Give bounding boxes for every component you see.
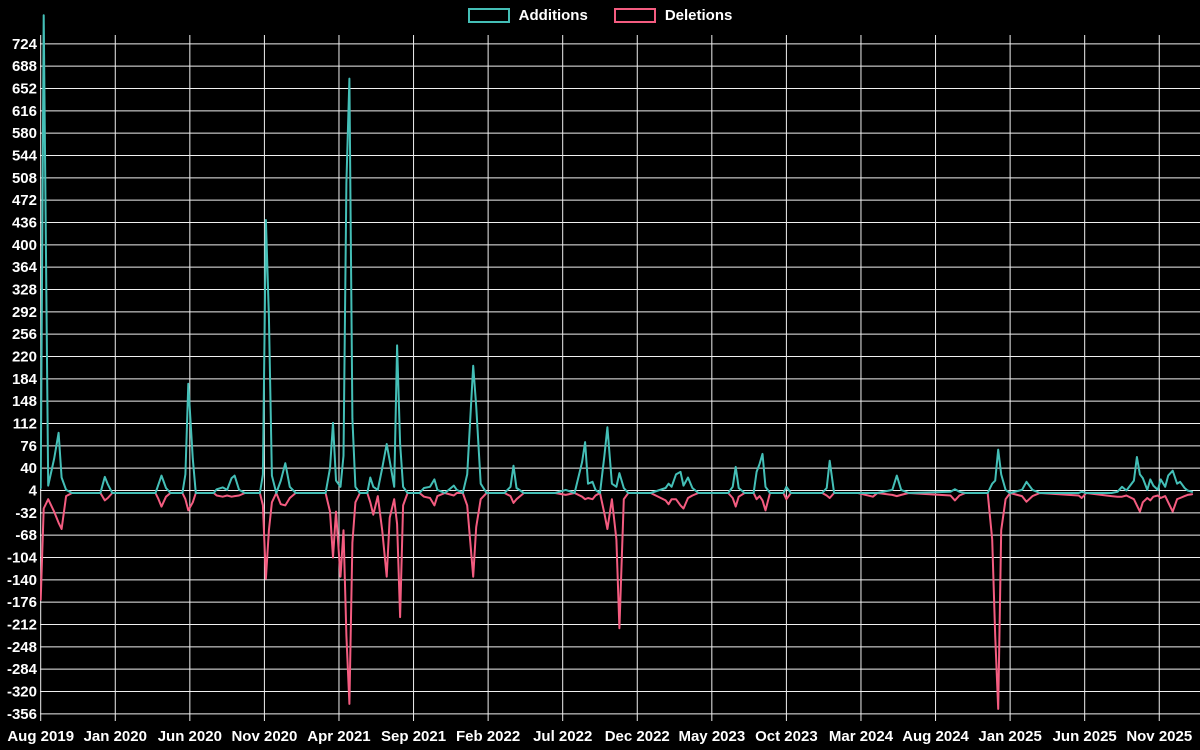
y-gridlines <box>40 43 1200 715</box>
x-tick-label: Jun 2025 <box>1053 728 1117 745</box>
y-tick-label: -284 <box>7 661 38 678</box>
legend-label-additions: Additions <box>518 7 588 24</box>
y-tick-label: -104 <box>7 550 38 567</box>
deletions-line <box>40 492 1194 710</box>
y-tick-label: -356 <box>7 706 37 723</box>
legend-label-deletions: Deletions <box>664 7 733 24</box>
additions-swatch-icon <box>467 8 510 23</box>
y-tick-label: 328 <box>12 282 37 299</box>
x-tick-label: Feb 2022 <box>456 728 520 745</box>
y-tick-label: 652 <box>12 81 37 98</box>
x-tick-label: Sep 2021 <box>381 728 446 745</box>
y-tick-label: 184 <box>12 371 38 388</box>
y-tick-label: 256 <box>12 326 37 343</box>
y-tick-label: 364 <box>12 259 38 276</box>
y-tick-label: 688 <box>12 58 37 75</box>
y-tick-label: -68 <box>15 527 37 544</box>
y-tick-label: 580 <box>12 125 37 142</box>
x-tick-label: Aug 2024 <box>902 728 969 745</box>
y-tick-label: -176 <box>7 594 37 611</box>
x-tick-labels: Aug 2019 Jan 2020 Jun 2020 Nov 2020 Apr 2021… <box>7 728 1192 745</box>
y-tick-label: 76 <box>20 438 37 455</box>
y-tick-label: 292 <box>12 304 37 321</box>
x-tick-label: Jan 2020 <box>84 728 147 745</box>
y-tick-label: -212 <box>7 617 37 634</box>
y-tick-label: 112 <box>13 416 37 433</box>
x-tick-label: Nov 2020 <box>231 728 297 745</box>
y-tick-label: 544 <box>12 148 38 165</box>
y-tick-label: 472 <box>12 192 37 209</box>
x-tick-label: May 2023 <box>678 728 745 745</box>
y-tick-label: 40 <box>20 460 37 477</box>
x-tick-label: Oct 2023 <box>755 728 818 745</box>
legend-item-additions[interactable]: Additions <box>467 7 588 24</box>
x-tick-label: Jan 2025 <box>978 728 1041 745</box>
x-tick-label: Jun 2020 <box>158 728 222 745</box>
x-tick-label: Mar 2024 <box>829 728 894 745</box>
y-tick-label: 400 <box>12 237 37 254</box>
y-tick-label: 616 <box>12 103 37 120</box>
x-tick-label: Nov 2025 <box>1126 728 1192 745</box>
plot-area <box>40 14 1194 710</box>
chart-legend: Additions Deletions <box>0 7 1200 24</box>
y-tick-label: -320 <box>7 684 37 701</box>
y-tick-label: -248 <box>7 639 37 656</box>
y-tick-label: 508 <box>12 170 37 187</box>
legend-item-deletions[interactable]: Deletions <box>613 7 733 24</box>
y-tick-label: -32 <box>15 505 37 522</box>
y-tick-labels: 724 688 652 616 580 544 508 472 436 400 364 328 292 2… <box>7 36 38 723</box>
deletions-swatch-icon <box>613 8 656 23</box>
additions-line <box>40 14 1194 494</box>
x-tick-label: Aug 2019 <box>7 728 74 745</box>
y-tick-label: 724 <box>12 36 38 53</box>
y-tick-label: 436 <box>12 215 37 232</box>
x-tick-label: Dec 2022 <box>605 728 670 745</box>
x-gridlines <box>40 35 1160 721</box>
x-tick-label: Apr 2021 <box>307 728 370 745</box>
y-tick-label: -140 <box>7 572 37 589</box>
x-tick-label: Jul 2022 <box>533 728 592 745</box>
y-tick-label: 4 <box>29 483 38 500</box>
y-tick-label: 220 <box>12 349 37 366</box>
y-tick-label: 148 <box>12 393 37 410</box>
